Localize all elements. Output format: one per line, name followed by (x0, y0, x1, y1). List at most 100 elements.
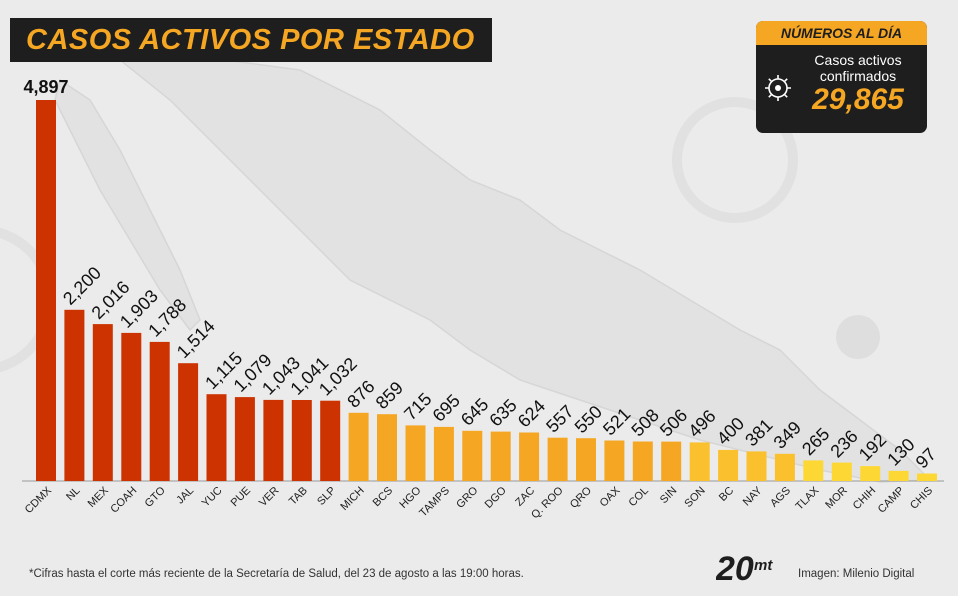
bar-nay (746, 451, 767, 481)
image-credit: Imagen: Milenio Digital (798, 568, 915, 580)
category-label-chis: CHIS (908, 485, 935, 512)
value-label-sin: 506 (656, 405, 691, 440)
value-label-oax: 521 (599, 404, 634, 439)
active-cases-label-line2: confirmados (819, 68, 897, 84)
bar-bcs (377, 414, 397, 481)
value-label-camp: 130 (883, 434, 918, 469)
category-label-tlax: TLAX (794, 484, 822, 512)
category-label-qro: QRO (568, 484, 595, 511)
bar-yuc (206, 394, 227, 481)
value-label-jal: 1,514 (173, 316, 219, 362)
bar-camp (888, 470, 909, 481)
bar-tab (291, 400, 312, 481)
baja-peninsula-silhouette (54, 78, 201, 332)
bar-tlax (803, 460, 824, 481)
value-label-zac: 624 (514, 396, 549, 431)
bar-mich (348, 412, 369, 481)
bar-slp (320, 400, 341, 481)
bar-tamps (433, 426, 454, 481)
logo-number: 20 (716, 550, 754, 586)
bar-col (632, 441, 653, 481)
bar-zac (519, 432, 540, 481)
bar-gro (462, 430, 483, 481)
value-label-mor: 236 (826, 426, 861, 461)
bar-ags (774, 453, 795, 481)
category-label-coah: COAH (108, 485, 139, 516)
bar-pue (234, 397, 255, 481)
bar-mor (831, 462, 852, 481)
bar-ver (263, 399, 284, 481)
value-label-hgo: 715 (400, 389, 435, 424)
category-label-ags: AGS (768, 485, 793, 510)
virus-decoration-small (836, 315, 880, 359)
milenio-20-logo: 20 mt (716, 550, 773, 586)
bar-q-roo (547, 437, 568, 481)
category-label-jal: JAL (174, 485, 196, 507)
logo-letters: mt (754, 557, 773, 574)
category-label-gto: GTO (143, 484, 169, 510)
chart-title: CASOS ACTIVOS POR ESTADO (26, 23, 475, 56)
value-label-gro: 645 (457, 394, 492, 429)
category-label-ver: VER (257, 485, 282, 510)
category-label-nay: NAY (741, 484, 765, 508)
value-label-mich: 876 (343, 376, 378, 411)
category-label-col: COL (626, 485, 650, 509)
daily-numbers-header: NÚMEROS AL DÍA (756, 21, 927, 45)
bar-nl (64, 309, 85, 481)
bar-cdmx (36, 100, 56, 481)
active-cases-label-line1: Casos activos (814, 52, 902, 68)
bar-dgo (490, 431, 511, 481)
bar-chis (917, 473, 937, 481)
category-label-cdmx: CDMX (23, 484, 55, 516)
bar-chih (860, 466, 881, 481)
category-label-bc: BC (717, 485, 736, 504)
virus-decoration-large (672, 97, 798, 223)
bar-jal (178, 363, 199, 481)
bar-oax (604, 440, 625, 481)
bar-bc (718, 449, 739, 481)
mexico-map-silhouette (117, 57, 932, 483)
bar-hgo (405, 425, 426, 481)
category-label-tab: TAB (287, 485, 310, 508)
category-label-mich: MICH (338, 485, 366, 513)
bar-mex (92, 324, 113, 481)
category-label-nl: NL (64, 485, 82, 503)
bar-qro (576, 438, 596, 481)
bar-sin (661, 441, 682, 481)
virus-icon (765, 75, 791, 101)
category-label-oax: OAX (598, 484, 623, 509)
daily-numbers-card: NÚMEROS AL DÍA Casos activos confirmados… (756, 21, 927, 133)
category-label-slp: SLP (315, 485, 338, 508)
value-label-qro: 550 (571, 402, 606, 437)
value-label-col: 508 (628, 405, 663, 440)
category-label-gro: GRO (454, 484, 481, 511)
category-label-bcs: BCS (371, 485, 395, 509)
category-label-mor: MOR (823, 485, 850, 512)
value-label-q-roo: 557 (542, 401, 577, 436)
value-label-tlax: 265 (798, 424, 833, 459)
value-label-tamps: 695 (429, 390, 464, 425)
value-label-cdmx: 4,897 (23, 77, 68, 97)
category-label-zac: ZAC (513, 485, 537, 509)
value-label-nay: 381 (741, 415, 776, 450)
category-label-tamps: TAMPS (417, 485, 452, 520)
category-label-camp: CAMP (876, 485, 907, 516)
value-label-chih: 192 (855, 430, 890, 465)
bar-coah (121, 332, 142, 481)
active-cases-label: Casos activos confirmados (794, 52, 922, 84)
footnote: *Cifras hasta el corte más reciente de l… (29, 568, 524, 580)
category-label-yuc: YUC (200, 485, 225, 510)
category-label-son: SON (682, 485, 707, 510)
category-label-dgo: DGO (483, 484, 510, 511)
title-banner: CASOS ACTIVOS POR ESTADO (10, 18, 492, 62)
category-label-mex: MEX (86, 484, 112, 510)
category-label-sin: SIN (658, 485, 679, 506)
value-label-dgo: 635 (485, 395, 520, 430)
bar-son (689, 442, 710, 481)
category-label-q-roo: Q. ROO (529, 484, 566, 521)
bar-gto (149, 341, 170, 481)
category-label-pue: PUE (229, 485, 253, 509)
active-cases-total: 29,865 (812, 83, 904, 116)
category-label-chih: CHIH (851, 485, 879, 513)
